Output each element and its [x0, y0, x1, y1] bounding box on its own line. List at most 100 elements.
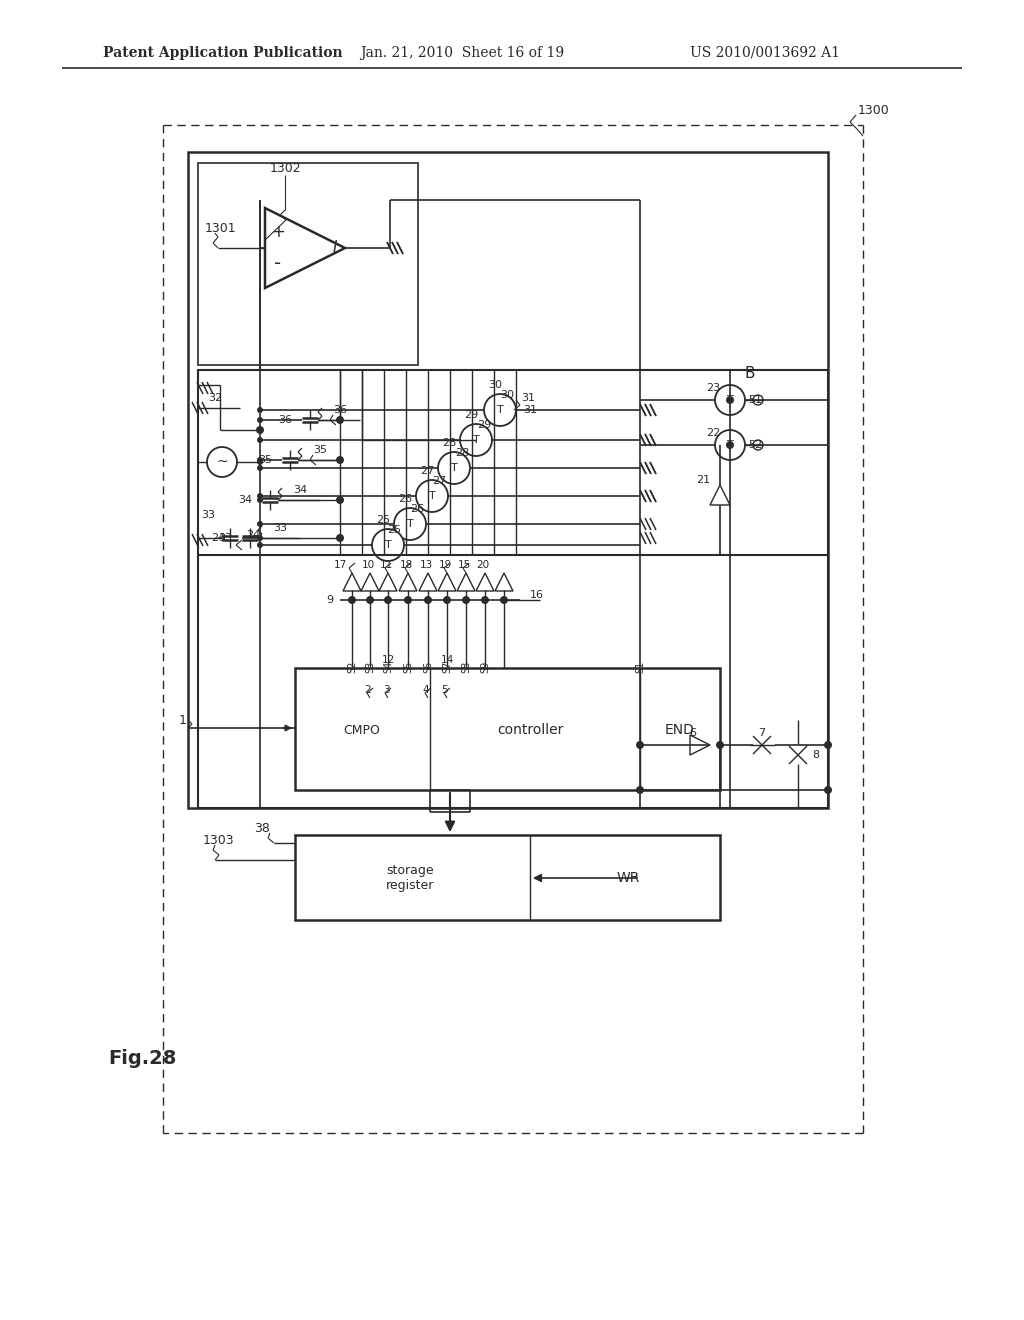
Text: Fig.28: Fig.28 — [108, 1048, 176, 1068]
Text: 21: 21 — [696, 475, 710, 484]
Circle shape — [372, 529, 404, 561]
Polygon shape — [343, 573, 361, 591]
Text: 51: 51 — [748, 395, 762, 405]
Circle shape — [257, 521, 263, 527]
Text: 33: 33 — [218, 533, 232, 543]
Circle shape — [384, 597, 392, 605]
Text: 34: 34 — [238, 495, 252, 506]
Text: 35: 35 — [258, 455, 272, 465]
Circle shape — [256, 426, 264, 434]
Bar — [295, 668, 720, 789]
Text: 27: 27 — [432, 477, 446, 486]
Circle shape — [424, 597, 432, 605]
Text: 6: 6 — [689, 729, 696, 738]
Text: 26: 26 — [398, 494, 412, 504]
Text: 1: 1 — [179, 714, 187, 726]
Text: END: END — [665, 723, 695, 737]
Circle shape — [257, 437, 263, 444]
Text: 8: 8 — [812, 750, 819, 760]
Text: I: I — [333, 240, 337, 256]
Text: 28: 28 — [455, 447, 469, 458]
Text: 12: 12 — [381, 655, 394, 665]
Text: 13: 13 — [420, 560, 432, 570]
Text: 27: 27 — [420, 466, 434, 477]
Text: T: T — [429, 491, 435, 502]
Text: CMPO: CMPO — [344, 723, 381, 737]
Text: T: T — [451, 463, 458, 473]
Circle shape — [257, 457, 263, 463]
Text: S3: S3 — [365, 661, 375, 673]
Circle shape — [500, 597, 508, 605]
Polygon shape — [438, 698, 456, 715]
Text: storage
register: storage register — [386, 865, 434, 892]
Text: 34: 34 — [293, 484, 307, 495]
Bar — [198, 370, 828, 808]
Circle shape — [715, 430, 745, 459]
Polygon shape — [361, 698, 379, 715]
Polygon shape — [399, 573, 417, 591]
Text: 28: 28 — [442, 438, 456, 447]
Text: S6: S6 — [423, 661, 433, 673]
Circle shape — [481, 597, 489, 605]
Text: 15: 15 — [458, 560, 471, 570]
Text: 3: 3 — [383, 685, 389, 696]
Text: 30: 30 — [500, 389, 514, 400]
Text: 5: 5 — [441, 685, 449, 696]
Circle shape — [257, 543, 263, 548]
Polygon shape — [438, 573, 456, 591]
Text: Patent Application Publication: Patent Application Publication — [103, 46, 343, 59]
Text: T: T — [473, 436, 479, 445]
Text: T: T — [385, 540, 391, 550]
Text: T: T — [727, 440, 733, 450]
Circle shape — [824, 785, 831, 795]
Circle shape — [336, 455, 344, 465]
Polygon shape — [361, 573, 379, 591]
Text: S8: S8 — [461, 661, 471, 673]
Text: 32: 32 — [208, 393, 222, 403]
Circle shape — [257, 407, 263, 413]
Circle shape — [484, 393, 516, 426]
Text: 19: 19 — [438, 560, 452, 570]
Circle shape — [207, 447, 237, 477]
Text: 31: 31 — [523, 405, 537, 414]
Polygon shape — [495, 573, 513, 591]
Text: 18: 18 — [399, 560, 413, 570]
Text: 20: 20 — [476, 560, 489, 570]
Text: 1303: 1303 — [203, 833, 234, 846]
Text: -: - — [274, 255, 282, 273]
Polygon shape — [710, 484, 730, 506]
Circle shape — [416, 480, 449, 512]
Text: S7: S7 — [442, 660, 452, 673]
Circle shape — [753, 395, 763, 405]
Circle shape — [726, 441, 734, 449]
Text: ~: ~ — [216, 455, 227, 469]
Polygon shape — [265, 209, 345, 288]
Text: 2: 2 — [365, 685, 372, 696]
Text: 25: 25 — [387, 525, 401, 535]
Circle shape — [257, 498, 263, 503]
Text: 29: 29 — [477, 420, 492, 430]
Circle shape — [366, 597, 374, 605]
Text: 26: 26 — [410, 504, 424, 513]
Circle shape — [716, 741, 724, 748]
Text: Jan. 21, 2010  Sheet 16 of 19: Jan. 21, 2010 Sheet 16 of 19 — [360, 46, 564, 59]
Circle shape — [336, 496, 344, 504]
Circle shape — [257, 417, 263, 422]
Text: 31: 31 — [521, 393, 535, 403]
Circle shape — [636, 741, 644, 748]
Text: 11: 11 — [379, 560, 392, 570]
Text: 7: 7 — [759, 729, 766, 738]
Text: 25: 25 — [376, 515, 390, 525]
Text: 1302: 1302 — [269, 161, 301, 174]
Text: S9: S9 — [480, 661, 490, 673]
Text: S5: S5 — [403, 660, 413, 673]
Circle shape — [257, 535, 263, 541]
Text: US 2010/0013692 A1: US 2010/0013692 A1 — [690, 46, 840, 59]
Bar — [295, 836, 720, 920]
Text: 1301: 1301 — [205, 222, 237, 235]
Text: 16: 16 — [530, 590, 544, 601]
Text: 9: 9 — [326, 595, 333, 605]
Text: 36: 36 — [278, 414, 292, 425]
Text: 33: 33 — [273, 523, 287, 533]
Text: 38: 38 — [254, 821, 270, 834]
